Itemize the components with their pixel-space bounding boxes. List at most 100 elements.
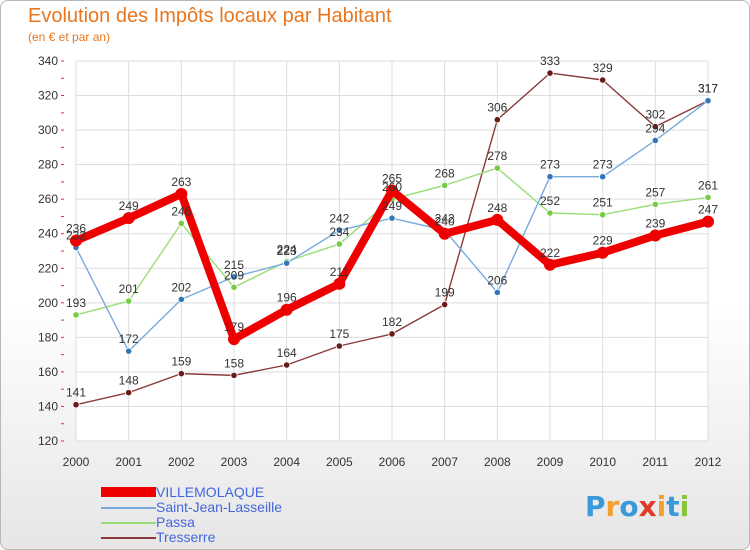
- data-label: 206: [487, 273, 507, 287]
- logo-letter: x: [638, 490, 657, 523]
- x-tick-label: 2007: [431, 455, 458, 469]
- data-point: [228, 333, 240, 346]
- data-point: [599, 211, 607, 219]
- proxiti-logo: Proxiti: [585, 490, 689, 523]
- data-label: 260: [382, 180, 402, 194]
- data-label: 222: [540, 246, 560, 260]
- data-point: [441, 300, 449, 309]
- data-label: 306: [487, 101, 507, 115]
- data-point: [125, 389, 133, 397]
- data-label: 211: [330, 265, 349, 279]
- y-tick-label: 260: [38, 192, 58, 206]
- data-point: [441, 181, 449, 189]
- data-point: [72, 311, 80, 319]
- data-label: 257: [645, 185, 665, 199]
- logo-letter: t: [666, 490, 680, 523]
- legend-label: Saint-Jean-Lasseille: [156, 499, 283, 515]
- data-point: [493, 288, 501, 297]
- data-point: [649, 229, 662, 242]
- data-point: [493, 164, 501, 172]
- data-point: [599, 173, 607, 181]
- data-point: [280, 303, 293, 316]
- x-tick-label: 2000: [63, 455, 90, 469]
- data-label: 209: [224, 268, 244, 282]
- data-label: 252: [540, 194, 560, 208]
- data-point: [335, 240, 343, 248]
- x-tick-label: 2001: [115, 455, 142, 469]
- data-label: 158: [224, 356, 244, 370]
- data-point: [546, 209, 554, 217]
- data-label: 249: [119, 199, 139, 213]
- x-tick-label: 2010: [589, 455, 616, 469]
- x-tick-label: 2012: [695, 455, 722, 469]
- legend-swatch: [101, 507, 156, 509]
- x-tick-label: 2005: [326, 455, 353, 469]
- legend-label: Passa: [156, 514, 195, 530]
- logo-letter: i: [656, 490, 667, 523]
- x-tick-label: 2002: [168, 455, 195, 469]
- y-tick-label: 340: [38, 54, 58, 68]
- data-point: [122, 212, 135, 225]
- legend-swatch: [101, 537, 156, 539]
- data-label: 278: [487, 149, 507, 163]
- data-point: [491, 213, 504, 226]
- data-point: [333, 277, 346, 290]
- data-label: 240: [435, 215, 455, 229]
- legend-label: VILLEMOLAQUE: [156, 484, 265, 500]
- data-point: [651, 123, 659, 131]
- y-tick-label: 280: [38, 158, 58, 172]
- data-point: [704, 97, 712, 105]
- data-point: [544, 258, 556, 271]
- y-tick-label: 320: [38, 89, 58, 103]
- y-tick-label: 300: [38, 123, 58, 137]
- data-label: 265: [382, 172, 402, 186]
- data-label: 273: [593, 158, 613, 172]
- data-label: 236: [66, 222, 86, 236]
- x-tick-label: 2003: [221, 455, 248, 469]
- y-tick-label: 120: [38, 434, 58, 448]
- data-label: 333: [540, 54, 560, 68]
- data-label: 263: [171, 175, 191, 189]
- data-label: 193: [66, 296, 86, 310]
- data-label: 202: [171, 280, 191, 294]
- logo-letter: o: [619, 490, 639, 523]
- data-label: 232: [66, 229, 86, 243]
- y-tick-label: 140: [38, 399, 58, 413]
- data-label: 199: [435, 286, 455, 300]
- data-point: [175, 188, 188, 200]
- data-point: [651, 136, 659, 145]
- data-label: 239: [645, 216, 665, 230]
- data-point: [651, 200, 659, 208]
- data-label: 201: [119, 282, 139, 296]
- data-label: 242: [329, 211, 349, 225]
- data-point: [177, 370, 185, 378]
- data-label: 229: [593, 234, 613, 248]
- chart-title: Evolution des Impôts locaux par Habitant: [28, 5, 392, 27]
- data-label: 317: [698, 82, 718, 96]
- data-label: 148: [119, 374, 139, 388]
- x-tick-label: 2006: [379, 455, 406, 469]
- y-tick-label: 240: [38, 227, 58, 241]
- data-label: 141: [66, 386, 86, 400]
- data-point: [599, 76, 607, 84]
- legend-swatch: [101, 522, 156, 524]
- data-point: [546, 173, 554, 181]
- data-point: [704, 193, 712, 202]
- data-label: 172: [119, 332, 139, 346]
- data-point: [177, 219, 185, 227]
- data-label: 224: [277, 242, 297, 256]
- logo-letter: r: [605, 490, 620, 523]
- data-point: [388, 330, 396, 338]
- data-point: [335, 342, 343, 350]
- data-point: [125, 347, 133, 355]
- data-point: [230, 283, 238, 291]
- data-label: 294: [645, 121, 665, 135]
- data-label: 234: [329, 225, 349, 239]
- logo-letter: P: [585, 490, 606, 523]
- data-point: [230, 371, 238, 379]
- y-tick-label: 160: [38, 365, 58, 379]
- data-point: [493, 116, 501, 124]
- legend-label: Tresserre: [156, 529, 216, 545]
- data-label: 182: [382, 315, 402, 329]
